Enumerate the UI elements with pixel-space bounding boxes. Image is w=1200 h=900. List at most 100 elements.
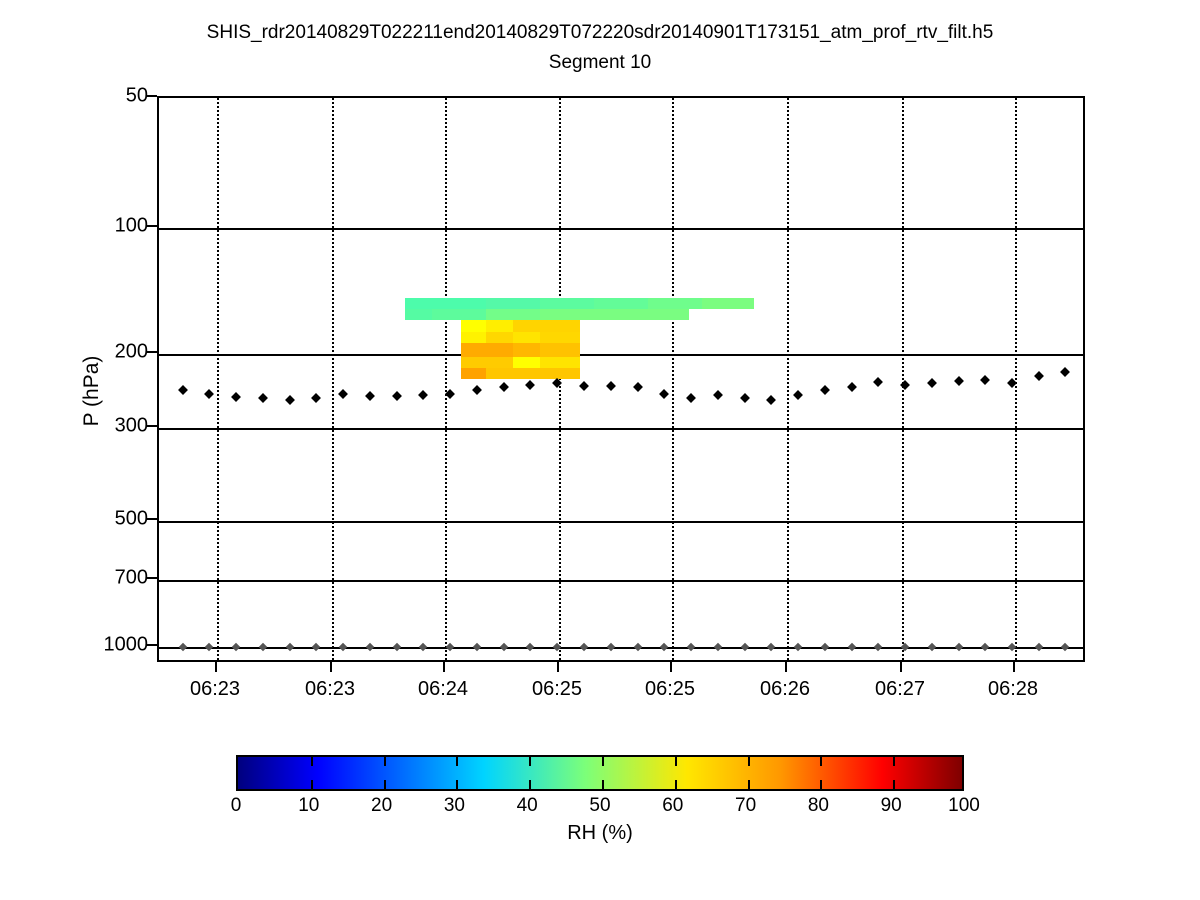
surface-marker	[204, 642, 214, 652]
y-tick-label: 500	[114, 507, 148, 530]
profile-marker	[499, 382, 509, 392]
colorbar-tick	[310, 780, 313, 789]
surface-marker	[499, 642, 509, 652]
vertical-gridline	[445, 98, 447, 660]
colorbar-tick	[602, 757, 604, 766]
surface-marker	[847, 642, 857, 652]
colorbar-tick	[602, 780, 604, 789]
x-tick-mark	[443, 662, 445, 672]
x-tick-label: 06:26	[759, 678, 811, 700]
heatmap-cell	[540, 309, 594, 320]
surface-marker	[954, 642, 964, 652]
colorbar-tick	[529, 780, 532, 789]
profile-marker	[525, 380, 535, 390]
y-tick-label: 700	[114, 566, 148, 589]
surface-marker	[793, 642, 803, 652]
profile-marker	[365, 391, 375, 401]
y-tick-label: 1000	[103, 633, 149, 656]
colorbar[interactable]	[236, 755, 964, 791]
heatmap-cell	[513, 368, 540, 379]
heatmap-cell	[432, 309, 486, 320]
surface-marker	[418, 642, 428, 652]
colorbar-tick-label: 40	[516, 795, 538, 816]
vertical-gridline	[559, 98, 561, 660]
heatmap-cell	[461, 357, 486, 368]
horizontal-gridline	[159, 428, 1083, 430]
surface-marker	[338, 642, 348, 652]
x-tick-label: 06:23	[189, 678, 241, 700]
x-tick-mark	[215, 662, 217, 672]
heatmap-cell	[486, 298, 540, 309]
x-tick-mark	[900, 662, 902, 672]
horizontal-gridline	[159, 647, 1083, 649]
surface-marker	[713, 642, 723, 652]
heatmap-cell	[540, 332, 580, 343]
profile-marker	[820, 385, 830, 395]
surface-marker	[445, 642, 455, 652]
surface-marker	[873, 642, 883, 652]
colorbar-title: RH (%)	[567, 822, 633, 844]
surface-marker	[766, 642, 776, 652]
colorbar-tick	[674, 757, 677, 766]
title-block: SHIS_rdr20140829T022211end20140829T07222…	[0, 20, 1200, 76]
heatmap-cell	[486, 368, 513, 379]
heatmap-cell	[486, 320, 513, 332]
heatmap-cell	[405, 309, 432, 320]
surface-marker	[740, 642, 750, 652]
colorbar-tick	[383, 757, 386, 766]
heatmap-cell	[486, 357, 513, 368]
x-tick-label: 06:23	[304, 678, 356, 700]
x-tick-mark	[330, 662, 332, 672]
plot-area[interactable]	[157, 96, 1085, 662]
heatmap-cell	[648, 298, 702, 309]
surface-marker	[659, 642, 669, 652]
profile-marker	[740, 393, 750, 403]
page-subtitle: Segment 10	[548, 52, 652, 73]
y-tick-mark	[147, 644, 157, 646]
heatmap-cell	[461, 368, 486, 379]
y-tick-mark	[147, 95, 157, 97]
profile-marker	[980, 375, 990, 385]
surface-marker	[1034, 642, 1044, 652]
horizontal-gridline	[159, 580, 1083, 582]
colorbar-tick-label: 20	[371, 795, 393, 816]
colorbar-tick	[383, 780, 386, 789]
surface-marker	[1060, 642, 1070, 652]
colorbar-tick-label: 10	[298, 795, 320, 816]
colorbar-tick-label: 100	[948, 795, 980, 816]
y-tick-mark	[147, 425, 157, 427]
colorbar-tick-label: 50	[589, 795, 611, 816]
profile-marker	[311, 393, 321, 403]
vertical-gridline	[1015, 98, 1017, 660]
profile-marker	[418, 390, 428, 400]
profile-marker	[873, 377, 883, 387]
heatmap-cell	[513, 332, 540, 343]
heatmap-cell	[513, 343, 540, 357]
profile-marker	[659, 389, 669, 399]
profile-marker	[713, 390, 723, 400]
y-tick-label: 300	[114, 414, 148, 437]
colorbar-tick	[529, 757, 532, 766]
y-tick-mark	[147, 225, 157, 227]
surface-marker	[820, 642, 830, 652]
heatmap-cell	[540, 357, 580, 368]
x-tick-label: 06:25	[644, 678, 696, 700]
heatmap-cell	[486, 309, 540, 320]
x-tick-mark	[1013, 662, 1015, 672]
vertical-gridline	[672, 98, 674, 660]
surface-marker	[285, 642, 295, 652]
profile-marker	[847, 382, 857, 392]
y-tick-label: 200	[114, 340, 148, 363]
colorbar-tick	[893, 780, 896, 789]
y-tick-label: 100	[114, 214, 148, 237]
colorbar-tick-label: 30	[443, 795, 465, 816]
x-tick-mark	[557, 662, 559, 672]
profile-marker	[392, 391, 402, 401]
profile-marker	[1034, 371, 1044, 381]
profile-marker	[579, 381, 589, 391]
profile-marker	[178, 385, 188, 395]
y-tick-mark	[147, 518, 157, 520]
surface-marker	[633, 642, 643, 652]
surface-marker	[392, 642, 402, 652]
